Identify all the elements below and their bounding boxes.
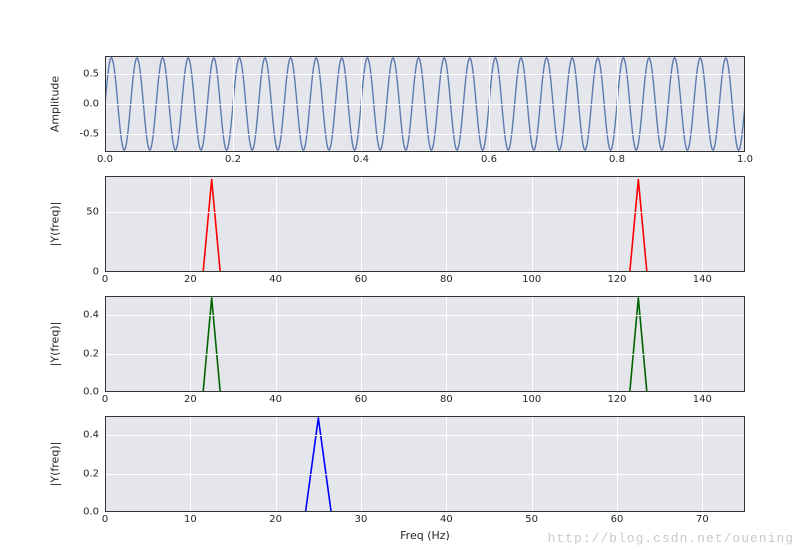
xtick-label: 50 [525, 514, 538, 525]
grid-line [617, 176, 618, 272]
grid-line [617, 416, 618, 512]
xtick-label: 60 [611, 514, 624, 525]
watermark-text: http://blog.csdn.net/ouening [548, 531, 794, 546]
ytick-label: 0.4 [83, 430, 99, 441]
grid-line [105, 416, 106, 512]
grid-line [105, 74, 745, 75]
grid-line [105, 176, 106, 272]
grid-line [702, 296, 703, 392]
xtick-label: 40 [440, 514, 453, 525]
grid-line [190, 296, 191, 392]
grid-line [361, 416, 362, 512]
xtick-label: 0.6 [481, 154, 497, 165]
grid-line [276, 416, 277, 512]
xtick-label: 120 [607, 394, 626, 405]
xtick-label: 0.4 [353, 154, 369, 165]
grid-line [446, 176, 447, 272]
xtick-label: 100 [522, 394, 541, 405]
ylabel: Amplitude [49, 76, 62, 132]
ytick-label: 50 [86, 207, 99, 218]
ylabel: |Y(freq)| [49, 442, 62, 487]
xtick-label: 20 [269, 514, 282, 525]
ytick-label: 0.5 [83, 69, 99, 80]
grid-line [361, 296, 362, 392]
spectrum-green-line [105, 296, 745, 392]
xtick-label: 20 [184, 274, 197, 285]
grid-line [105, 474, 745, 475]
subplot-signal: Amplitude 0.00.20.40.60.81.0-0.50.00.5 [105, 56, 745, 152]
xtick-label: 40 [269, 394, 282, 405]
grid-line [105, 104, 745, 105]
grid-line [105, 435, 745, 436]
plot-area [105, 416, 745, 512]
grid-line [702, 176, 703, 272]
ytick-label: 0.2 [83, 468, 99, 479]
ylabel: |Y(freq)| [49, 322, 62, 367]
grid-line [276, 176, 277, 272]
xtick-label: 0 [102, 514, 108, 525]
grid-line [105, 296, 106, 392]
grid-line [276, 296, 277, 392]
ytick-label: 0.0 [83, 507, 99, 518]
xtick-label: 60 [355, 274, 368, 285]
xtick-label: 30 [355, 514, 368, 525]
ytick-label: 0.2 [83, 348, 99, 359]
spectrum-blue-line [105, 416, 745, 512]
xtick-label: 1.0 [737, 154, 753, 165]
xtick-label: 120 [607, 274, 626, 285]
grid-line [105, 212, 745, 213]
xtick-label: 0 [102, 274, 108, 285]
xtick-label: 60 [355, 394, 368, 405]
xtick-label: 80 [440, 274, 453, 285]
grid-line [105, 354, 745, 355]
xtick-label: 0.2 [225, 154, 241, 165]
xtick-label: 0 [102, 394, 108, 405]
plot-area [105, 56, 745, 152]
ytick-label: 0.0 [83, 387, 99, 398]
grid-line [105, 134, 745, 135]
grid-line [446, 296, 447, 392]
figure: Amplitude 0.00.20.40.60.81.0-0.50.00.5 |… [0, 0, 800, 550]
xtick-label: 100 [522, 274, 541, 285]
grid-line [361, 176, 362, 272]
grid-line [702, 416, 703, 512]
grid-line [617, 296, 618, 392]
xtick-label: 10 [184, 514, 197, 525]
xtick-label: 0.0 [97, 154, 113, 165]
subplot-half-mag: |Y(freq)| Freq (Hz) 0102030405060700.00.… [105, 416, 745, 512]
grid-line [190, 176, 191, 272]
ytick-label: 0.4 [83, 310, 99, 321]
xtick-label: 70 [696, 514, 709, 525]
grid-line [190, 416, 191, 512]
grid-line [105, 315, 745, 316]
xtick-label: 20 [184, 394, 197, 405]
xtick-label: 80 [440, 394, 453, 405]
plot-area [105, 176, 745, 272]
grid-line [532, 176, 533, 272]
ytick-label: 0.0 [83, 99, 99, 110]
xtick-label: 140 [693, 274, 712, 285]
spectrum-red-line [105, 176, 745, 272]
subplot-full-mag: |Y(freq)| 020406080100120140050 [105, 176, 745, 272]
plot-area [105, 296, 745, 392]
subplot-norm-mag: |Y(freq)| 0204060801001201400.00.20.4 [105, 296, 745, 392]
grid-line [532, 296, 533, 392]
xtick-label: 40 [269, 274, 282, 285]
grid-line [532, 416, 533, 512]
xtick-label: 140 [693, 394, 712, 405]
xtick-label: 0.8 [609, 154, 625, 165]
ylabel: |Y(freq)| [49, 202, 62, 247]
xlabel: Freq (Hz) [400, 529, 450, 542]
ytick-label: -0.5 [79, 129, 99, 140]
ytick-label: 0 [93, 267, 99, 278]
grid-line [446, 416, 447, 512]
